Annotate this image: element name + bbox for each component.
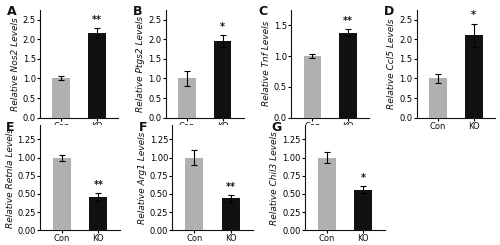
Y-axis label: Relative Ccl5 Levels: Relative Ccl5 Levels <box>388 18 396 109</box>
Text: *: * <box>360 173 366 183</box>
Y-axis label: Relative Nos2 Levels: Relative Nos2 Levels <box>11 17 20 110</box>
Bar <box>52 78 70 118</box>
Y-axis label: Relative Chil3 Levels: Relative Chil3 Levels <box>270 131 280 224</box>
Bar <box>318 158 336 230</box>
Bar <box>222 198 240 230</box>
Text: C: C <box>258 5 267 18</box>
Bar <box>429 78 447 118</box>
Bar <box>53 158 71 230</box>
Y-axis label: Relative Tnf Levels: Relative Tnf Levels <box>262 21 271 106</box>
Text: D: D <box>384 5 394 18</box>
Bar <box>354 190 372 230</box>
Bar <box>89 197 108 230</box>
Bar <box>214 41 232 118</box>
Bar <box>464 35 482 118</box>
Text: *: * <box>471 10 476 20</box>
Bar <box>304 56 322 118</box>
Text: **: ** <box>226 182 235 192</box>
Text: A: A <box>7 5 16 18</box>
Y-axis label: Relative Ptgs2 Levels: Relative Ptgs2 Levels <box>136 16 145 112</box>
Text: E: E <box>6 121 15 134</box>
Text: B: B <box>132 5 142 18</box>
Text: **: ** <box>343 16 353 26</box>
Text: **: ** <box>94 180 104 190</box>
Y-axis label: Relative Retnla Levels: Relative Retnla Levels <box>6 128 15 228</box>
Text: **: ** <box>92 15 102 25</box>
Y-axis label: Relative Arg1 Levels: Relative Arg1 Levels <box>138 131 147 224</box>
Bar <box>185 158 204 230</box>
Text: F: F <box>138 121 147 134</box>
Bar <box>178 78 196 118</box>
Text: G: G <box>271 121 281 134</box>
Bar <box>339 33 357 118</box>
Text: *: * <box>220 22 225 32</box>
Bar <box>88 33 106 118</box>
